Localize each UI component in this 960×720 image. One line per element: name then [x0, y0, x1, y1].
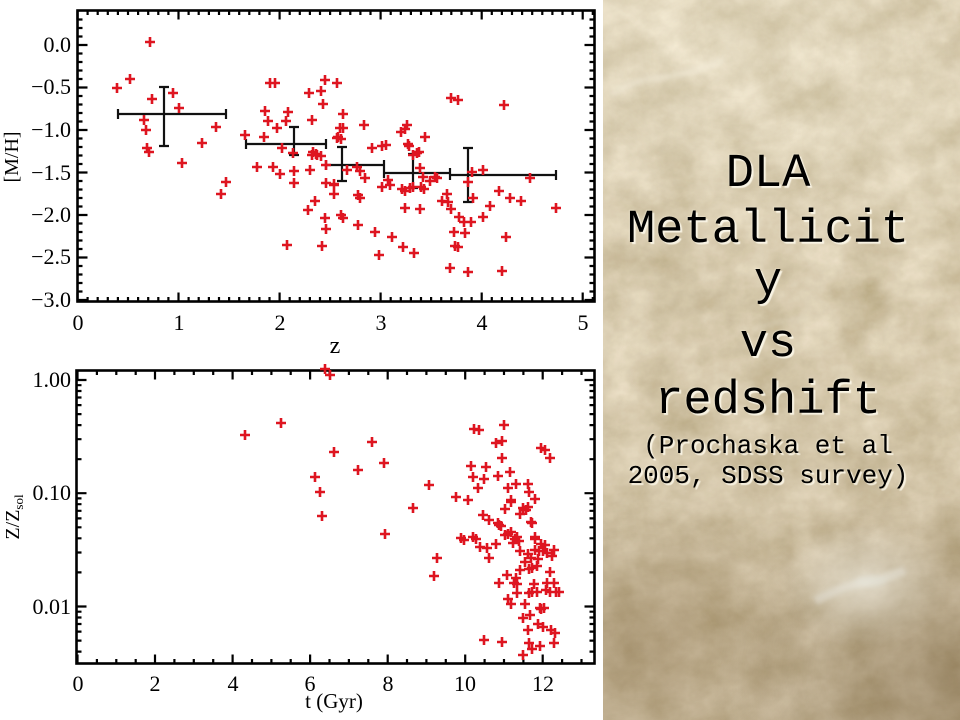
svg-text:−2.0: −2.0 — [31, 202, 71, 227]
svg-text:2: 2 — [275, 310, 286, 335]
svg-text:5: 5 — [578, 310, 589, 335]
svg-text:4: 4 — [477, 310, 488, 335]
svg-text:−1.5: −1.5 — [31, 160, 71, 185]
svg-text:t (Gyr): t (Gyr) — [305, 689, 363, 713]
svg-text:3: 3 — [376, 310, 387, 335]
svg-text:−3.0: −3.0 — [31, 287, 71, 312]
svg-text:1.00: 1.00 — [33, 367, 72, 392]
svg-text:−0.5: −0.5 — [31, 74, 71, 99]
svg-text:z: z — [330, 333, 341, 359]
svg-text:2: 2 — [150, 671, 161, 696]
svg-text:12: 12 — [532, 671, 554, 696]
svg-text:0.01: 0.01 — [33, 594, 72, 619]
svg-text:0.10: 0.10 — [33, 480, 72, 505]
svg-text:10: 10 — [454, 671, 476, 696]
svg-text:4: 4 — [228, 671, 239, 696]
svg-text:0: 0 — [73, 671, 84, 696]
svg-text:1: 1 — [174, 310, 185, 335]
svg-text:−1.0: −1.0 — [31, 117, 71, 142]
svg-text:8: 8 — [383, 671, 394, 696]
svg-text:6: 6 — [305, 671, 316, 696]
svg-text:0: 0 — [73, 310, 84, 335]
svg-text:[M/H]: [M/H] — [1, 131, 23, 182]
svg-text:0.0: 0.0 — [44, 32, 72, 57]
svg-text:−2.5: −2.5 — [31, 244, 71, 269]
